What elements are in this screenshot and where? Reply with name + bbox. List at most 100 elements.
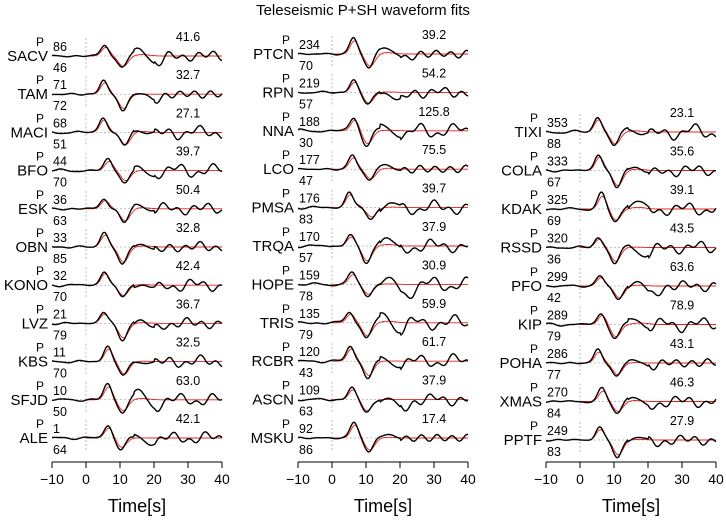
observed-trace	[51, 44, 223, 68]
distance-label: 84	[547, 407, 561, 421]
station-name: ASCN	[252, 392, 294, 409]
observed-trace	[545, 191, 717, 223]
azimuth-label: 120	[299, 345, 320, 359]
phase-label: P	[530, 342, 538, 356]
phase-label: P	[530, 188, 538, 202]
observed-trace	[51, 271, 223, 298]
amplitude-label: 37.9	[422, 374, 446, 388]
phase-label: P	[282, 148, 290, 162]
amplitude-label: 78.9	[670, 299, 694, 313]
synthetic-trace	[580, 195, 716, 221]
azimuth-label: 109	[299, 384, 320, 398]
observed-trace	[546, 348, 717, 377]
azimuth-label: 219	[299, 76, 320, 90]
amplitude-label: 37.9	[422, 220, 446, 234]
azimuth-label: 92	[299, 422, 313, 436]
amplitude-label: 63.0	[176, 374, 200, 388]
distance-label: 70	[299, 59, 313, 73]
azimuth-label: 21	[53, 307, 67, 321]
station-name: SACV	[7, 48, 48, 65]
x-axis-label: Time[s]	[602, 496, 660, 516]
amplitude-label: 39.7	[422, 182, 446, 196]
azimuth-label: 36	[53, 193, 67, 207]
x-tick-label: 0	[82, 471, 90, 487]
distance-label: 57	[299, 251, 313, 265]
distance-label: 36	[547, 253, 561, 267]
phase-label: P	[530, 381, 538, 395]
x-tick-label: 10	[606, 471, 622, 487]
waveform-column: PPTCN2347039.2PRPN2195754.2PNNA18830125.…	[251, 28, 476, 516]
synthetic-trace	[86, 386, 222, 412]
azimuth-label: 135	[299, 307, 320, 321]
x-axis-label: Time[s]	[354, 496, 412, 516]
distance-label: 43	[299, 366, 313, 380]
figure-title: Teleseismic P+SH waveform fits	[256, 2, 470, 19]
distance-label: 79	[299, 328, 313, 342]
synthetic-trace	[86, 427, 222, 448]
phase-label: P	[530, 227, 538, 241]
distance-label: 57	[299, 97, 313, 111]
amplitude-label: 42.4	[176, 259, 200, 273]
station-name: TRIS	[260, 315, 294, 332]
waveform-panels: PSACV864641.6PTAM717232.7PMACI685127.1PB…	[4, 28, 724, 516]
azimuth-label: 270	[547, 386, 568, 400]
station-name: ESK	[18, 201, 48, 218]
azimuth-label: 325	[547, 193, 568, 207]
phase-label: P	[36, 417, 44, 431]
azimuth-label: 1	[53, 422, 60, 436]
station-name: TRQA	[252, 238, 294, 255]
observed-trace	[297, 421, 469, 453]
observed-trace	[51, 425, 223, 451]
azimuth-label: 10	[53, 384, 67, 398]
phase-label: P	[530, 304, 538, 318]
observed-trace	[51, 79, 223, 112]
x-tick-label: 0	[576, 471, 584, 487]
amplitude-label: 39.1	[670, 183, 694, 197]
amplitude-label: 75.5	[422, 143, 446, 157]
amplitude-label: 63.6	[670, 260, 694, 274]
observed-trace	[298, 271, 469, 300]
observed-trace	[51, 198, 223, 224]
observed-trace	[297, 36, 469, 69]
station-name: ALE	[20, 430, 48, 447]
amplitude-label: 50.4	[176, 183, 200, 197]
station-name: TIXI	[514, 124, 542, 141]
distance-label: 50	[53, 405, 67, 419]
station-name: PPTF	[504, 432, 542, 449]
amplitude-label: 43.1	[670, 337, 694, 351]
azimuth-label: 299	[547, 270, 568, 284]
amplitude-label: 30.9	[422, 258, 446, 272]
distance-label: 63	[53, 214, 67, 228]
station-name: HOPE	[251, 276, 294, 293]
azimuth-label: 33	[53, 231, 67, 245]
azimuth-label: 188	[299, 115, 320, 129]
observed-trace	[297, 191, 469, 220]
amplitude-label: 61.7	[422, 335, 446, 349]
azimuth-label: 71	[53, 78, 67, 92]
station-name: NNA	[262, 123, 294, 140]
phase-label: P	[282, 225, 290, 239]
observed-trace	[297, 117, 469, 147]
azimuth-label: 333	[547, 155, 568, 169]
phase-label: P	[530, 150, 538, 164]
station-name: RCBR	[251, 353, 294, 370]
phase-label: P	[530, 111, 538, 125]
distance-label: 51	[53, 137, 67, 151]
phase-label: P	[36, 264, 44, 278]
distance-label: 70	[53, 290, 67, 304]
amplitude-label: 39.2	[422, 28, 446, 42]
station-name: MSKU	[251, 430, 294, 447]
synthetic-trace	[332, 236, 468, 262]
x-tick-label: 40	[214, 471, 230, 487]
distance-label: 78	[299, 289, 313, 303]
amplitude-label: 35.6	[670, 145, 694, 159]
